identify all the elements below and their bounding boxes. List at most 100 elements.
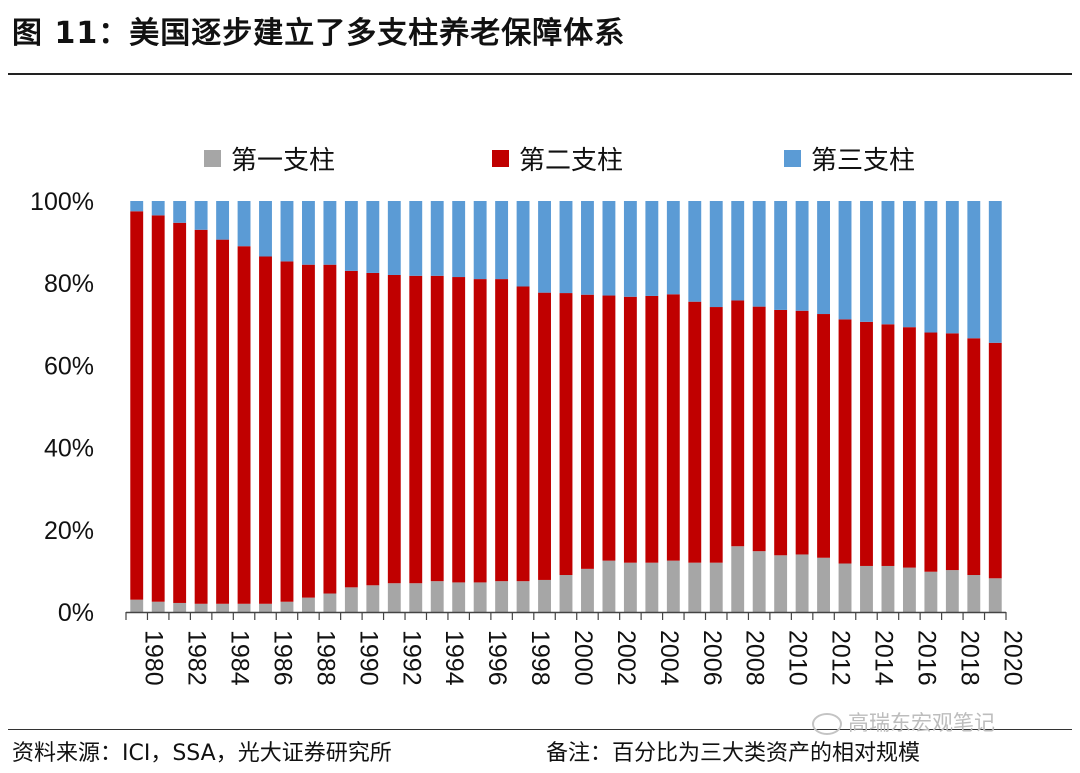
x-tick-label: 2008 [741, 630, 769, 686]
x-tick-label: 1984 [226, 630, 254, 686]
bar-segment-series-2 [709, 307, 723, 563]
bar-segment-series-3 [774, 201, 788, 310]
bar-segment-series-2 [409, 275, 423, 584]
y-tick-label: 0% [58, 599, 94, 627]
bar-segment-series-3 [452, 201, 466, 278]
bar-segment-series-2 [473, 279, 487, 583]
y-tick-label: 80% [44, 270, 94, 298]
bar-segment-series-2 [366, 272, 380, 586]
y-axis: 0% 20% 40% 60% 80% 100% [30, 188, 94, 627]
bar-segment-series-1 [559, 575, 573, 612]
bar-segment-series-1 [838, 563, 852, 612]
bar-segment-series-2 [988, 342, 1002, 579]
bar-segment-series-1 [967, 575, 981, 612]
bar-segment-series-2 [344, 270, 358, 588]
source-note: 资料来源：ICI，SSA，光大证券研究所 [12, 741, 392, 766]
bar-segment-series-3 [516, 201, 530, 287]
bar-segment-series-2 [280, 261, 294, 602]
watermark: 高瑞东宏观笔记 [812, 707, 995, 737]
bar-segment-series-2 [516, 286, 530, 582]
bar-segment-series-2 [387, 274, 401, 584]
bar-segment-series-3 [323, 201, 337, 265]
bar-segment-series-1 [623, 562, 637, 612]
bar-segment-series-3 [795, 201, 809, 311]
bar-segment-series-1 [366, 585, 380, 612]
bar-segment-series-2 [860, 321, 873, 566]
bar-segment-series-3 [623, 201, 637, 297]
bar-segment-series-3 [602, 201, 616, 296]
bar-segment-series-1 [323, 593, 337, 612]
bar-segment-series-3 [216, 201, 230, 240]
bar-segment-series-1 [945, 570, 959, 612]
bar-segment-series-1 [731, 546, 745, 612]
bar-segment-series-1 [173, 602, 187, 612]
bar-segment-series-1 [902, 567, 916, 612]
bar-segment-series-2 [323, 264, 337, 594]
wechat-icon [812, 713, 842, 735]
legend-swatch [784, 150, 801, 167]
bar-segment-series-2 [430, 275, 444, 582]
bar-segment-series-3 [581, 201, 594, 295]
y-tick-label: 40% [44, 435, 94, 463]
bar-segment-series-1 [752, 551, 766, 612]
bar-segment-series-3 [731, 201, 745, 301]
bar-segment-series-3 [430, 201, 444, 276]
bar-segment-series-2 [194, 229, 208, 604]
bar-segment-series-1 [280, 601, 294, 612]
x-tick-label: 2006 [698, 630, 726, 686]
bar-segment-series-2 [581, 294, 594, 569]
x-tick-label: 2010 [784, 630, 812, 686]
bar-segment-series-2 [731, 300, 745, 547]
bar-segment-series-2 [495, 279, 509, 582]
bar-segment-series-2 [623, 296, 637, 563]
bar-segment-series-3 [302, 201, 315, 265]
y-tick-label: 100% [30, 188, 94, 216]
bar-segment-series-3 [860, 201, 873, 322]
bar-segment-series-2 [538, 292, 551, 580]
bar-segment-series-1 [194, 603, 208, 612]
bar-segment-series-3 [409, 201, 423, 276]
bar-segment-series-3 [881, 201, 895, 325]
bar-segment-series-2 [602, 295, 616, 561]
bar-segment-series-3 [151, 201, 165, 216]
bar-segment-series-3 [344, 201, 358, 271]
bar-segment-series-2 [645, 295, 659, 563]
bar-segment-series-3 [752, 201, 766, 307]
x-tick-label: 2000 [569, 630, 597, 686]
bar-segment-series-1 [473, 582, 487, 612]
bar-segment-series-3 [666, 201, 680, 295]
bar-segment-series-2 [237, 246, 251, 604]
bar-segment-series-1 [860, 565, 873, 612]
bar-segment-series-3 [130, 201, 144, 212]
bar-segment-series-1 [538, 579, 551, 612]
bar-segment-series-3 [559, 201, 573, 294]
bar-segment-series-3 [945, 201, 959, 334]
x-tick-label: 1988 [311, 630, 339, 686]
bar-segment-series-3 [988, 201, 1002, 343]
bar-segment-series-2 [259, 256, 272, 604]
bar-segment-series-1 [795, 554, 809, 612]
bar-segment-series-2 [130, 211, 144, 600]
legend-swatch [204, 150, 221, 167]
bar-segment-series-1 [409, 583, 423, 612]
bar-segment-series-1 [259, 603, 272, 612]
x-tick-label: 1994 [440, 630, 468, 686]
x-tick-label: 1986 [269, 630, 297, 686]
legend-label: 第一支柱 [231, 146, 335, 176]
bar-segment-series-1 [988, 578, 1002, 612]
bar-segment-series-1 [216, 603, 230, 612]
x-tick-label: 1992 [397, 630, 425, 686]
x-tick-label: 2020 [998, 630, 1026, 686]
bar-segment-series-1 [495, 581, 509, 612]
bar-segment-series-1 [645, 562, 659, 612]
x-axis: 1980 1982 1984 1986 1988 1990 1992 1994 1996 1998… [125, 611, 1026, 686]
bar-segment-series-3 [838, 201, 852, 320]
bar-segment-series-1 [581, 568, 594, 612]
title-divider [8, 73, 1072, 75]
bar-segment-series-3 [645, 201, 659, 296]
bar-segment-series-3 [967, 201, 981, 339]
bar-segment-series-1 [344, 587, 358, 612]
bar-segment-series-1 [430, 581, 444, 612]
y-tick-label: 60% [44, 352, 94, 380]
